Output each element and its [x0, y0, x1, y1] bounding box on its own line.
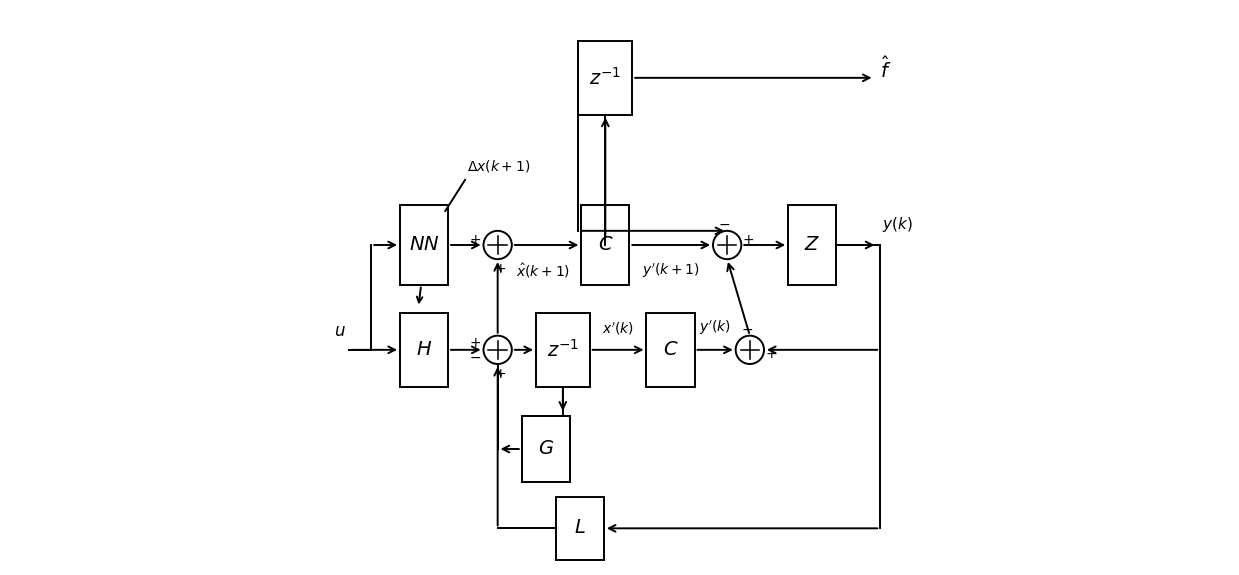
Text: $G$: $G$ [538, 440, 554, 458]
Text: $y'(k+1)$: $y'(k+1)$ [642, 262, 700, 280]
Text: $+$: $+$ [468, 336, 481, 350]
Bar [522, 416, 570, 482]
Bar [400, 205, 449, 285]
Text: $-$: $-$ [741, 322, 753, 336]
Text: $-$: $-$ [468, 350, 481, 363]
Text: $\Delta x(k+1)$: $\Delta x(k+1)$ [467, 158, 530, 174]
Text: $+$: $+$ [494, 367, 507, 381]
Bar [581, 205, 629, 285]
Text: $NN$: $NN$ [409, 236, 440, 254]
Text: $+$: $+$ [742, 233, 755, 247]
Text: $z^{-1}$: $z^{-1}$ [546, 339, 579, 361]
Text: $y(k)$: $y(k)$ [882, 214, 913, 233]
Text: $u$: $u$ [335, 323, 346, 340]
Text: $H$: $H$ [416, 341, 432, 359]
Text: $z^{-1}$: $z^{-1}$ [590, 67, 621, 89]
Text: $y'(k)$: $y'(k)$ [699, 319, 731, 338]
Text: $+$: $+$ [468, 233, 481, 247]
Text: $Z$: $Z$ [804, 236, 820, 254]
Bar [400, 313, 449, 386]
Bar [579, 41, 632, 114]
Text: $\hat{x}(k+1)$: $\hat{x}(k+1)$ [517, 262, 570, 280]
Text: $+$: $+$ [764, 347, 777, 361]
Text: $\hat{f}$: $\hat{f}$ [880, 56, 892, 82]
Bar [536, 313, 590, 386]
Bar [647, 313, 695, 386]
Text: $-$: $-$ [719, 217, 731, 231]
Text: $C$: $C$ [663, 341, 678, 359]
Text: $L$: $L$ [574, 519, 586, 537]
Text: $x'(k)$: $x'(k)$ [602, 321, 634, 338]
Text: $+$: $+$ [494, 262, 507, 277]
Bar [556, 497, 603, 559]
Text: $C$: $C$ [597, 236, 613, 254]
Bar [788, 205, 836, 285]
